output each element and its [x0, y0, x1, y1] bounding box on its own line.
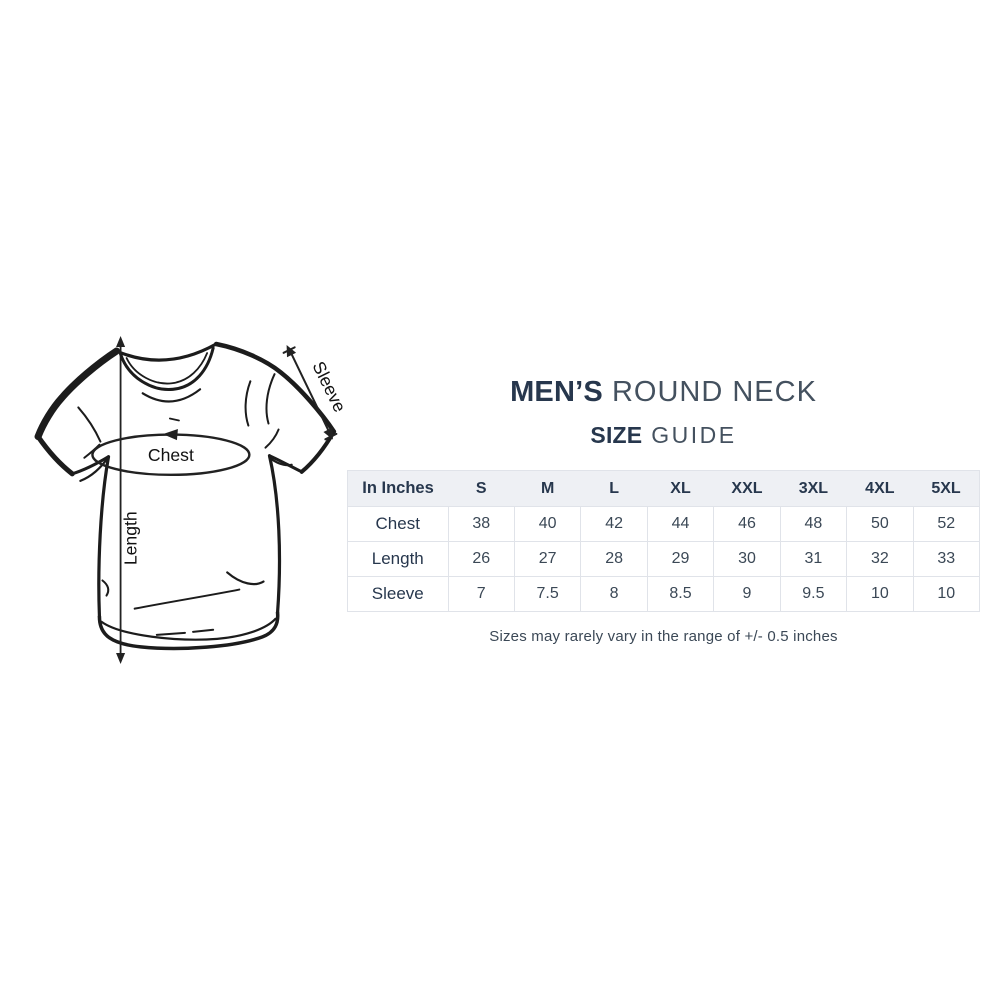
size-table-body: Chest 38 40 42 44 46 48 50 52 Length 26 27 28 29 30 31 3… — [347, 506, 981, 612]
sleeve-arrow-top-icon — [286, 345, 297, 358]
measurement-value-cell: 50 — [846, 506, 914, 542]
measurement-value-cell: 44 — [646, 506, 715, 542]
tshirt-outline — [34, 341, 337, 651]
measurement-value-cell: 8.5 — [646, 576, 715, 612]
row-label-cell: Chest — [347, 506, 449, 542]
page-subtitle: SIZE GUIDE — [347, 424, 980, 447]
size-table-header-row: In Inches S M L XL XXL 3XL 4XL 5XL — [347, 470, 980, 507]
row-label-cell: Length — [347, 541, 449, 577]
measurement-value-cell: 42 — [580, 506, 648, 542]
measurement-labels: Chest Length Sleeve — [121, 358, 350, 565]
measurement-value-cell: 38 — [447, 506, 515, 542]
sleeve-arrow-bottom-icon — [323, 427, 333, 440]
length-arrow-bottom-icon — [116, 652, 126, 665]
measurement-value-cell: 28 — [580, 541, 648, 577]
measurement-value-cell: 10 — [912, 576, 981, 612]
page-title-rest: ROUND NECK — [611, 376, 817, 408]
unit-header-cell: In Inches — [347, 470, 448, 507]
length-arrow-top-icon — [116, 335, 126, 348]
measurement-annotations — [91, 335, 338, 665]
size-column-header: XL — [647, 470, 714, 507]
measurement-value-cell: 33 — [912, 541, 981, 577]
measurement-value-cell: 9.5 — [779, 576, 848, 612]
measurement-value-cell: 46 — [713, 506, 781, 542]
measurement-value-cell: 48 — [779, 506, 848, 542]
tshirt-measurement-diagram: Chest Length Sleeve — [28, 328, 350, 672]
page-subtitle-emphasis: SIZE — [590, 422, 643, 448]
measurement-value-cell: 40 — [513, 506, 582, 542]
length-label: Length — [121, 511, 141, 565]
measurement-value-cell: 7 — [447, 576, 515, 612]
measurement-value-cell: 26 — [447, 541, 515, 577]
size-column-header: 3XL — [780, 470, 847, 507]
measurement-value-cell: 30 — [713, 541, 781, 577]
row-label-cell: Sleeve — [347, 576, 449, 612]
size-column-header: 5XL — [913, 470, 980, 507]
chest-label: Chest — [148, 445, 194, 465]
size-column-header: M — [514, 470, 581, 507]
size-table: In Inches S M L XL XXL 3XL 4XL 5XL Chest 38 40 42 4… — [347, 470, 981, 612]
page-title-emphasis: MEN’S — [510, 376, 603, 408]
size-column-header: 4XL — [846, 470, 914, 507]
measurement-value-cell: 29 — [646, 541, 715, 577]
measurement-value-cell: 9 — [713, 576, 781, 612]
measurement-value-cell: 27 — [513, 541, 582, 577]
chest-arrow-icon — [162, 429, 178, 441]
table-row: Sleeve 7 7.5 8 8.5 9 9.5 10 10 — [347, 576, 981, 612]
size-variance-note: Sizes may rarely vary in the range of +/… — [489, 628, 838, 645]
table-row: Length 26 27 28 29 30 31 32 33 — [347, 541, 981, 577]
sleeve-dimension-line — [288, 349, 332, 437]
measurement-value-cell: 52 — [912, 506, 981, 542]
size-column-header: XXL — [713, 470, 781, 507]
tshirt-illustration: Chest Length Sleeve — [34, 335, 350, 665]
size-column-header: S — [448, 470, 515, 507]
measurement-value-cell: 31 — [779, 541, 848, 577]
measurement-value-cell: 8 — [580, 576, 648, 612]
measurement-value-cell: 7.5 — [513, 576, 582, 612]
measurement-value-cell: 10 — [846, 576, 914, 612]
size-column-header: L — [580, 470, 648, 507]
page-subtitle-rest: GUIDE — [651, 422, 737, 448]
table-row: Chest 38 40 42 44 46 48 50 52 — [347, 506, 981, 542]
measurement-value-cell: 32 — [846, 541, 914, 577]
page-title: MEN’S ROUND NECK — [347, 378, 980, 407]
